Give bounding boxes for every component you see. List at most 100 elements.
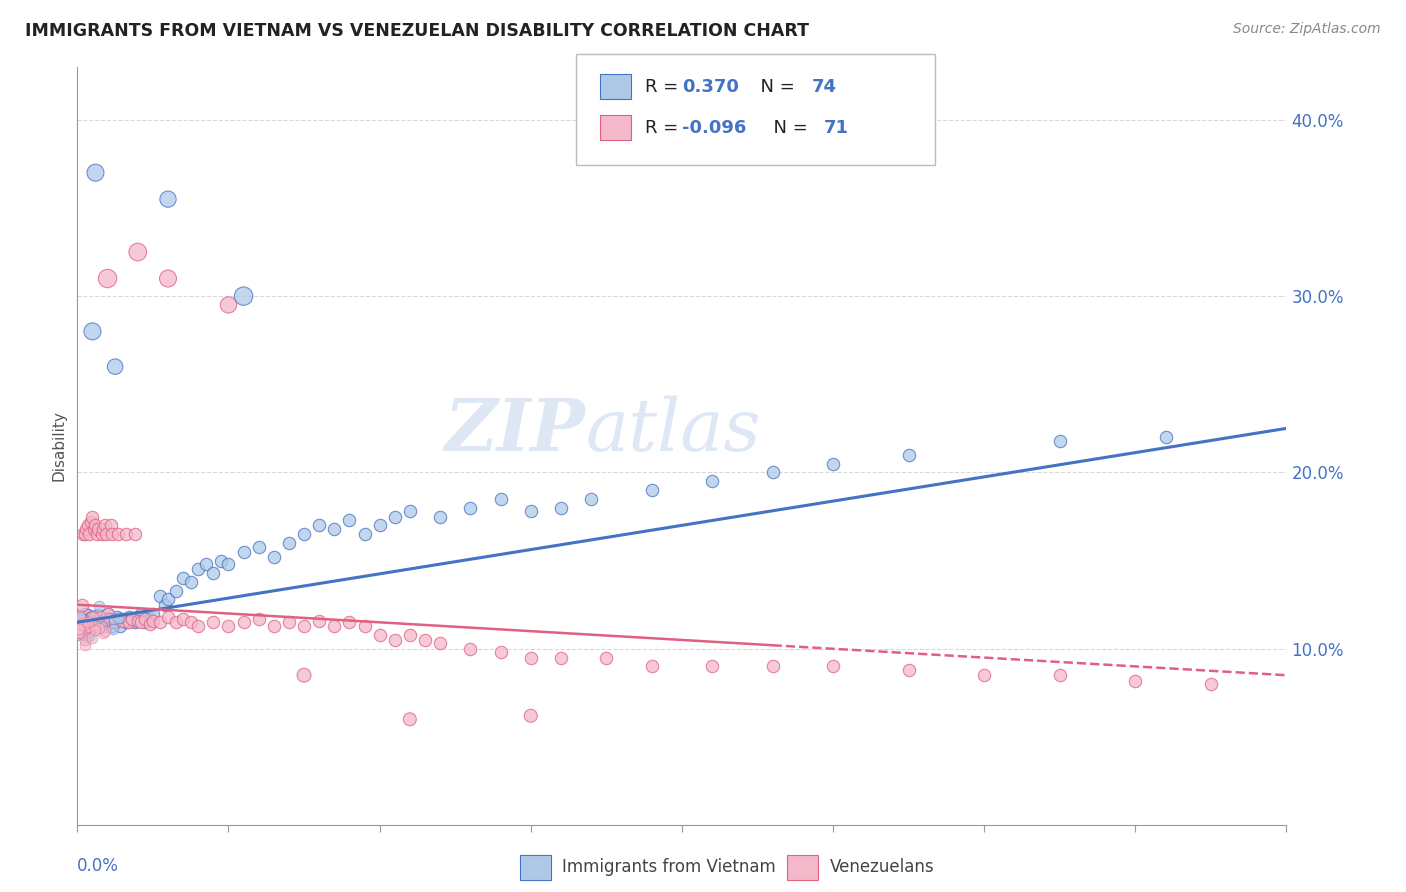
Point (101, 619, 124, 633)
Point (292, 619, 315, 633)
Point (218, 557, 240, 571)
Point (114, 615, 136, 630)
Point (1049, 434, 1071, 448)
Point (172, 571, 194, 585)
Point (82, 616, 104, 631)
Point (77, 620, 100, 634)
Point (520, 650, 543, 665)
Point (96, 271, 118, 285)
Point (107, 527, 129, 541)
Point (67, 625, 90, 640)
Point (83, 619, 105, 633)
Point (550, 500, 572, 515)
Text: R =: R = (645, 119, 685, 136)
Point (69, 626, 91, 640)
Point (83, 522, 105, 536)
Point (247, 612, 270, 626)
Point (70, 626, 93, 640)
Point (103, 622, 125, 636)
Point (67, 626, 90, 640)
Point (84, 613, 107, 627)
Text: atlas: atlas (585, 395, 761, 467)
Point (73, 615, 96, 629)
Point (66, 624, 89, 638)
Point (337, 513, 360, 527)
Point (323, 619, 346, 633)
Text: 0.370: 0.370 (682, 78, 738, 95)
Point (142, 614, 165, 628)
Point (762, 466, 785, 480)
Point (520, 504, 543, 518)
Point (90, 619, 112, 633)
Point (153, 598, 176, 612)
Point (127, 614, 149, 628)
Point (69, 609, 91, 624)
Point (399, 628, 422, 642)
Point (458, 500, 481, 515)
Point (157, 271, 180, 285)
Point (641, 659, 664, 673)
Point (1123, 673, 1146, 688)
Point (70, 627, 93, 641)
Point (111, 614, 134, 628)
Point (821, 659, 844, 673)
Point (82, 610, 104, 624)
Point (77, 624, 100, 638)
Point (77, 518, 100, 533)
Point (96, 607, 118, 621)
Point (67, 620, 90, 634)
Point (77, 620, 100, 634)
Point (86, 614, 108, 628)
Text: R =: R = (645, 78, 685, 95)
Point (66, 615, 89, 630)
Point (308, 518, 330, 533)
Point (134, 615, 156, 630)
Point (399, 504, 422, 518)
Point (187, 562, 209, 576)
Y-axis label: Disability: Disability (51, 410, 66, 482)
Point (75, 638, 97, 652)
Point (87, 599, 110, 614)
Point (79, 612, 101, 626)
Point (111, 612, 134, 626)
Point (82, 325, 104, 339)
Point (91, 615, 114, 630)
Point (82, 621, 104, 635)
Point (73, 619, 96, 633)
Point (202, 615, 225, 630)
Point (107, 614, 129, 628)
Point (104, 615, 127, 630)
Point (73, 527, 96, 541)
Point (232, 289, 254, 303)
Point (897, 448, 920, 462)
Point (194, 557, 217, 571)
Point (308, 614, 330, 628)
Point (127, 610, 149, 624)
Point (232, 615, 254, 630)
Point (157, 192, 180, 206)
Point (73, 617, 96, 632)
Point (75, 614, 97, 628)
Point (72, 610, 94, 624)
Point (520, 708, 543, 723)
Point (1049, 668, 1071, 682)
Point (77, 628, 100, 642)
Point (124, 615, 146, 630)
Point (72, 616, 94, 631)
Point (187, 619, 209, 633)
Point (127, 245, 149, 260)
Point (72, 619, 94, 633)
Point (121, 614, 143, 628)
Text: 74: 74 (811, 78, 837, 95)
Text: N =: N = (762, 119, 814, 136)
Point (82, 615, 104, 630)
Point (581, 491, 603, 506)
Point (94, 624, 117, 638)
Point (157, 592, 180, 607)
Point (292, 527, 315, 541)
Point (89, 615, 111, 630)
Point (103, 612, 125, 626)
Point (70, 623, 93, 637)
Point (180, 574, 202, 589)
Point (89, 619, 111, 633)
